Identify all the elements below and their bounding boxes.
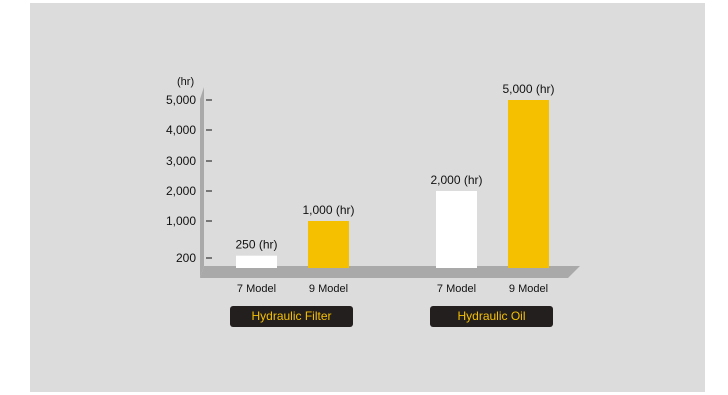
x-category-label: 7 Model [237,283,276,295]
x-category-label: 9 Model [509,283,548,295]
x-category-label: 9 Model [309,283,348,295]
y-unit-label: (hr) [177,76,194,88]
bars: 250 (hr) 7 Model 1,000 (hr) 9 Model 2,000 (h… [235,82,554,295]
y-tick-label: 4,000 [166,123,196,137]
y-tick-label: 200 [176,251,196,265]
y-axis-wall [200,87,204,278]
x-axis-floor [200,266,580,278]
y-tick-label: 5,000 [166,93,196,107]
y-tick-label: 2,000 [166,184,196,198]
bar-value-label: 1,000 (hr) [302,203,354,217]
bar-value-label: 250 (hr) [235,238,277,252]
y-ticks: 200 1,000 2,000 3,000 4,000 5,000 [166,93,212,265]
y-tick-label: 1,000 [166,214,196,228]
bar-chart: 200 1,000 2,000 3,000 4,000 5,000 (hr) 250 (h… [166,76,580,295]
bar-value-label: 2,000 (hr) [430,173,482,187]
bar-hydraulic-oil-7-model [436,191,477,268]
x-category-label: 7 Model [437,283,476,295]
group-label-hydraulic-oil: Hydraulic Oil [430,306,553,327]
y-tick-label: 3,000 [166,154,196,168]
bar-hydraulic-filter-9-model [308,221,349,268]
group-label-hydraulic-filter: Hydraulic Filter [230,306,353,327]
bar-hydraulic-filter-7-model [236,255,277,268]
bar-value-label: 5,000 (hr) [502,82,554,96]
chart-panel: 200 1,000 2,000 3,000 4,000 5,000 (hr) 250 (h… [30,3,705,392]
bar-hydraulic-oil-9-model [508,100,549,268]
